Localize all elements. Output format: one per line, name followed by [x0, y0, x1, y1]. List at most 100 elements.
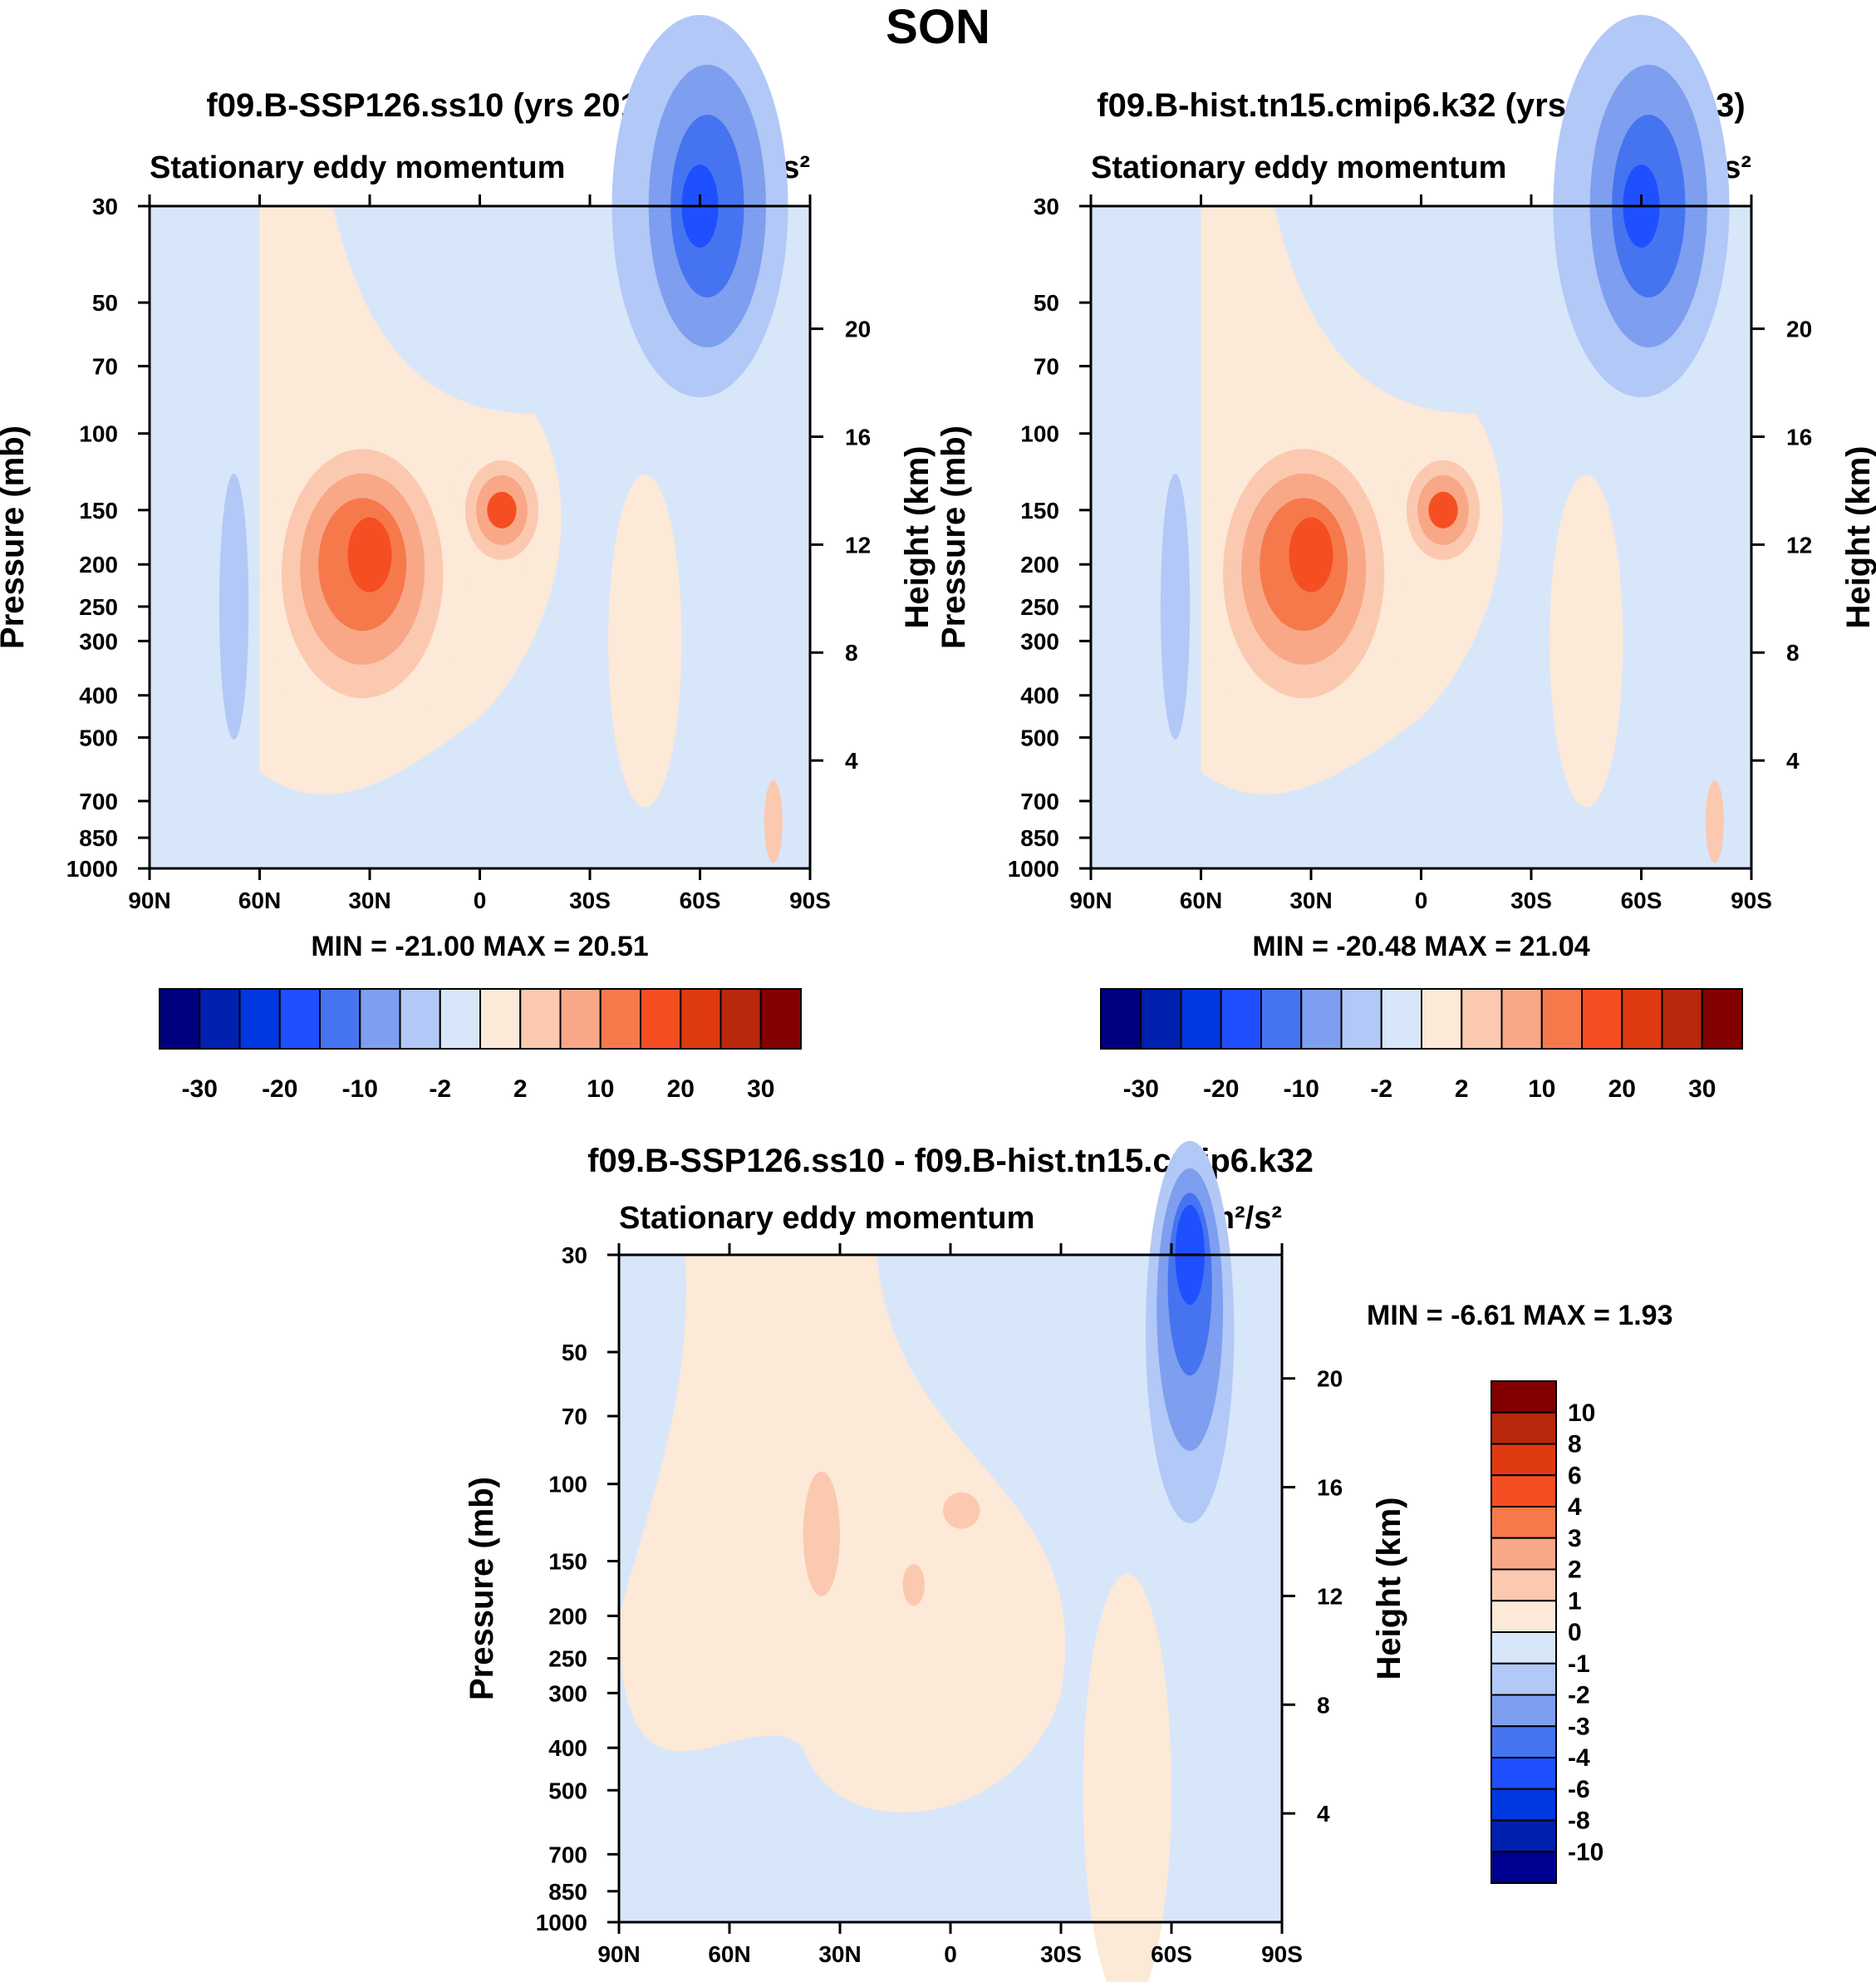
x-tick-label: 60S	[1621, 888, 1662, 913]
colorbar-label: -8	[1568, 1807, 1590, 1835]
x-tick-label: 0	[1415, 888, 1428, 913]
colorbar-label: 1	[1568, 1587, 1582, 1615]
y-tick-label: 500	[1020, 725, 1059, 750]
y-tick-label: 400	[79, 683, 118, 709]
colorbar-box	[199, 988, 241, 1050]
positive-diff-3	[943, 1492, 980, 1529]
colorbar-box	[319, 988, 361, 1050]
colorbar-box	[1490, 1411, 1557, 1445]
y-tick-label: 1000	[1008, 856, 1059, 882]
colorbar-box	[1701, 988, 1743, 1050]
y-tick-label: 250	[1020, 594, 1059, 620]
y-tick-label: 30	[562, 1242, 587, 1268]
colorbar-box	[1490, 1631, 1557, 1665]
positive-diff-south	[1083, 1574, 1171, 1982]
colorbar-box	[1490, 1819, 1557, 1853]
y-tick-label: 250	[548, 1646, 587, 1672]
colorbar-label: 30	[747, 1075, 774, 1103]
y-tick-label: 200	[548, 1603, 587, 1629]
x-tick-label: 30S	[569, 888, 611, 913]
min-max-label: MIN = -21.00 MAX = 20.51	[311, 931, 648, 962]
y-tick-label: 50	[92, 290, 118, 316]
colorbar-label: -20	[1203, 1075, 1239, 1103]
colorbar-box	[359, 988, 401, 1050]
y-tick-label: 100	[1020, 421, 1059, 447]
colorbar-label: -10	[1568, 1838, 1603, 1866]
colorbar-box	[1490, 1537, 1557, 1571]
colorbar-box	[1300, 988, 1343, 1050]
colorbar-label: 6	[1568, 1462, 1582, 1489]
y-tick-label: 300	[548, 1680, 587, 1706]
y-tick-label: 50	[562, 1340, 587, 1365]
colorbar-label: 30	[1688, 1075, 1716, 1103]
colorbar-box	[1500, 988, 1543, 1050]
colorbar-label: -30	[1123, 1075, 1159, 1103]
positive-diff-region	[619, 1255, 1066, 1813]
colorbar-box	[1490, 1694, 1557, 1728]
southern-positive-band	[1549, 475, 1623, 808]
panel-subtitle: Stationary eddy momentum	[619, 1201, 1034, 1236]
colorbar-box	[1490, 1474, 1557, 1507]
height-tick-label: 12	[1317, 1583, 1343, 1609]
colorbar-label: 20	[1608, 1075, 1636, 1103]
subtropical-jet-positive-5	[347, 517, 392, 593]
colorbar-box	[1661, 988, 1703, 1050]
positive-diff-1	[803, 1471, 840, 1596]
colorbar-box	[1540, 988, 1583, 1050]
height-tick-label: 16	[845, 424, 871, 450]
x-tick-label: 0	[944, 1941, 957, 1967]
colorbar-label: -3	[1568, 1713, 1590, 1740]
y-tick-label: 500	[548, 1778, 587, 1803]
colorbar-box	[1180, 988, 1222, 1050]
y-tick-label: 1000	[536, 1910, 587, 1935]
colorbar-box	[278, 988, 321, 1050]
northern-negative	[219, 473, 249, 740]
height-tick-label: 8	[845, 640, 858, 666]
height-tick-label: 16	[1317, 1475, 1343, 1501]
colorbar-box	[680, 988, 722, 1050]
colorbar-box	[1490, 1568, 1557, 1602]
y-axis-title: Pressure (mb)	[936, 425, 972, 649]
x-tick-label: 30N	[818, 1941, 861, 1967]
colorbar-box	[238, 988, 281, 1050]
x-tick-label: 30S	[1040, 1941, 1082, 1967]
colorbar-box	[1621, 988, 1663, 1050]
colorbar-box	[1490, 1788, 1557, 1822]
colorbar-box	[1380, 988, 1422, 1050]
colorbar-box	[1490, 1380, 1557, 1414]
y-tick-label: 150	[1020, 498, 1059, 524]
right-axis-title: Height (km)	[899, 446, 936, 629]
height-tick-label: 12	[1786, 532, 1812, 558]
positive-diff-2	[902, 1564, 925, 1606]
x-tick-label: 90N	[1069, 888, 1112, 913]
colorbar-box	[719, 988, 762, 1050]
colorbar-label: -6	[1568, 1776, 1590, 1803]
colorbar-box	[1490, 1851, 1557, 1884]
colorbar-box	[1421, 988, 1463, 1050]
colorbar-box	[1220, 988, 1262, 1050]
colorbar-box	[479, 988, 522, 1050]
y-tick-label: 300	[1020, 628, 1059, 654]
colorbar-box	[1490, 1506, 1557, 1539]
x-tick-label: 30N	[348, 888, 390, 913]
height-tick-label: 12	[845, 532, 871, 558]
y-axis-title: Pressure (mb)	[0, 425, 31, 649]
y-tick-label: 250	[79, 594, 118, 620]
colorbar-box	[1100, 988, 1142, 1050]
y-tick-label: 30	[92, 194, 118, 219]
equatorial-positive-4	[487, 491, 517, 529]
x-tick-label: 30N	[1289, 888, 1332, 913]
y-tick-label: 300	[79, 628, 118, 654]
panel-difference: f09.B-SSP126.ss10 - f09.B-hist.tn15.cmip…	[464, 1140, 1673, 1982]
y-tick-label: 70	[1034, 354, 1059, 380]
y-tick-label: 400	[1020, 683, 1059, 709]
colorbar-box	[759, 988, 802, 1050]
y-tick-label: 50	[1034, 290, 1059, 316]
y-tick-label: 150	[79, 498, 118, 524]
y-tick-label: 100	[79, 421, 118, 447]
colorbar-box	[1490, 1662, 1557, 1696]
height-tick-label: 4	[1786, 748, 1800, 774]
colorbar-box	[640, 988, 682, 1050]
colorbar-box	[1581, 988, 1623, 1050]
